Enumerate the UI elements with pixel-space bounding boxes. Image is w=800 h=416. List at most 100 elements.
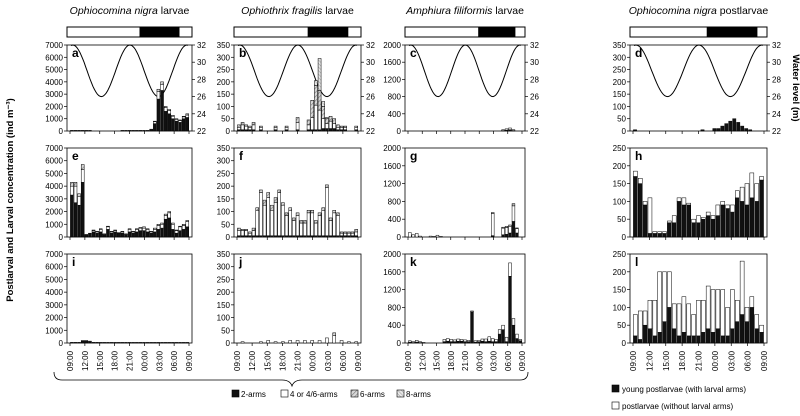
bar-k-4-or-4-6-arms — [518, 339, 523, 342]
x-tick-label: 15:00 — [263, 350, 272, 371]
panel-l: 0 50 100 150 200 250 l 09:00 12:00 15:00 18:00 21:0… — [613, 250, 769, 371]
y-tick-label: 6000 — [45, 263, 63, 272]
bar-k-4-or-4-6-arms — [418, 341, 422, 343]
bar-f-6-arms — [306, 210, 311, 214]
bar-e-2-arms — [80, 182, 85, 238]
bar-f-6-arms — [255, 207, 259, 211]
bar-l-young-postlarvae-with-larval-arms- — [642, 324, 648, 344]
bar-l-young-postlarvae-with-larval-arms- — [633, 335, 638, 344]
y-tick-label: 400 — [388, 321, 402, 330]
bar-l-postlarvae-without-larval-arms- — [671, 303, 677, 330]
bar-f-4-or-4-6-arms — [299, 222, 303, 236]
bar-a-2-arms — [127, 130, 132, 132]
bar-f-6-arms — [354, 229, 358, 233]
bar-f-4-or-4-6-arms — [262, 204, 267, 236]
wl-tick-label: 26 — [197, 93, 206, 102]
bar-a-2-arms — [171, 118, 175, 132]
bar-f-6-arms — [336, 212, 340, 216]
y-tick-label: 3000 — [45, 90, 63, 99]
bar-h-young-postlarvae-with-larval-arms- — [686, 204, 692, 238]
bar-i-2-arms — [80, 340, 85, 344]
bar-e-6-arms — [156, 224, 161, 226]
y-axis-label-right: Water level (m) — [790, 54, 800, 121]
bar-k-4-or-4-6-arms — [411, 341, 415, 343]
bar-e-6-arms — [106, 225, 110, 228]
bar-k-2-arms — [446, 340, 450, 344]
bar-f-6-arms — [339, 231, 344, 234]
x-tick-label: 18:00 — [447, 350, 456, 371]
y-tick-label: 150 — [613, 286, 627, 295]
y-tick-label: 100 — [217, 314, 231, 323]
bar-l-postlarvae-without-larval-arms- — [739, 260, 745, 315]
panel-letter: h — [635, 149, 642, 163]
bar-b-8-arms — [325, 117, 329, 119]
y-tick-label: 100 — [217, 102, 231, 111]
bar-f-6-arms — [325, 184, 329, 188]
bar-h-young-postlarvae-with-larval-arms- — [647, 233, 653, 238]
bar-f-6-arms — [350, 231, 355, 234]
bar-f-6-arms — [303, 220, 307, 224]
bar-a-2-arms — [145, 130, 150, 132]
y-axis-label-left: Postlarval and Larval concentration (ind… — [5, 98, 16, 302]
y-tick-label: 1000 — [45, 115, 63, 124]
bottom-brace — [53, 371, 529, 388]
bar-a-4-or-4-6-arms — [171, 116, 175, 119]
y-tick-label: 800 — [388, 303, 402, 312]
bar-j-4-or-4-6-arms — [310, 340, 314, 344]
bar-i-2-arms — [77, 342, 81, 344]
bar-e-2-arms — [131, 232, 135, 238]
bar-e-6-arms — [120, 231, 125, 233]
bar-e-2-arms — [153, 231, 157, 238]
y-tick-label: 200 — [613, 78, 627, 87]
bar-e-4-or-4-6-arms — [127, 229, 132, 233]
bar-g-2-arms — [515, 232, 519, 238]
bar-e-4-or-4-6-arms — [73, 185, 78, 203]
panel-letter: d — [635, 46, 642, 60]
bar-a-6-arms — [185, 113, 189, 116]
legend-label-larvae: 8-arms — [406, 390, 431, 399]
x-tick-label: 00:00 — [309, 350, 318, 371]
wl-tick-label: 28 — [772, 75, 781, 84]
bar-f-4-or-4-6-arms — [310, 212, 314, 236]
panel-h: 0 50 100 150 200 250 h — [613, 144, 768, 242]
bar-i-2-arms — [99, 342, 103, 344]
bar-h-postlarvae-without-larval-arms- — [676, 197, 682, 202]
bar-l-postlarvae-without-larval-arms- — [701, 300, 706, 333]
bar-i-2-arms — [124, 342, 128, 344]
bar-j-4-or-4-6-arms — [332, 335, 336, 344]
bar-e-2-arms — [109, 232, 114, 238]
bar-a-6-arms — [171, 115, 175, 117]
bar-h-postlarvae-without-larval-arms- — [652, 231, 658, 234]
bar-i-2-arms — [102, 342, 107, 344]
x-tick-label: 15:00 — [662, 350, 671, 371]
y-tick-label: 0 — [397, 339, 402, 348]
bar-i-2-arms — [138, 342, 143, 344]
bar-l-postlarvae-without-larval-arms- — [730, 289, 735, 330]
bar-l-postlarvae-without-larval-arms- — [725, 307, 730, 337]
x-tick-label: 21:00 — [695, 350, 704, 371]
bar-a-2-arms — [77, 130, 81, 132]
y-tick-label: 300 — [217, 263, 231, 272]
bar-h-young-postlarvae-with-larval-arms- — [676, 201, 682, 238]
x-tick-label: 12:00 — [81, 350, 90, 371]
bar-f-6-arms — [299, 220, 303, 224]
y-tick-label: 2000 — [45, 102, 63, 111]
bar-h-young-postlarvae-with-larval-arms- — [671, 222, 677, 238]
x-tick-label: 21:00 — [126, 350, 135, 371]
bar-k-4-or-4-6-arms — [511, 318, 516, 326]
bar-f-4-or-4-6-arms — [281, 204, 285, 236]
y-tick-label: 300 — [613, 53, 627, 62]
bar-l-postlarvae-without-larval-arms- — [681, 296, 687, 333]
wl-tick-label: 22 — [772, 127, 781, 136]
bar-h-young-postlarvae-with-larval-arms- — [744, 204, 750, 238]
bar-i-2-arms — [117, 342, 121, 344]
bar-g-4-or-4-6-arms — [515, 228, 519, 234]
bar-f-4-or-4-6-arms — [284, 215, 289, 236]
bar-l-postlarvae-without-larval-arms- — [652, 300, 658, 337]
bar-h-postlarvae-without-larval-arms- — [735, 190, 740, 199]
y-tick-label: 350 — [217, 144, 231, 153]
bar-h-young-postlarvae-with-larval-arms- — [715, 215, 721, 238]
x-tick-label: 21:00 — [294, 350, 303, 371]
bar-f-4-or-4-6-arms — [248, 232, 252, 236]
bar-e-4-or-4-6-arms — [77, 196, 81, 206]
